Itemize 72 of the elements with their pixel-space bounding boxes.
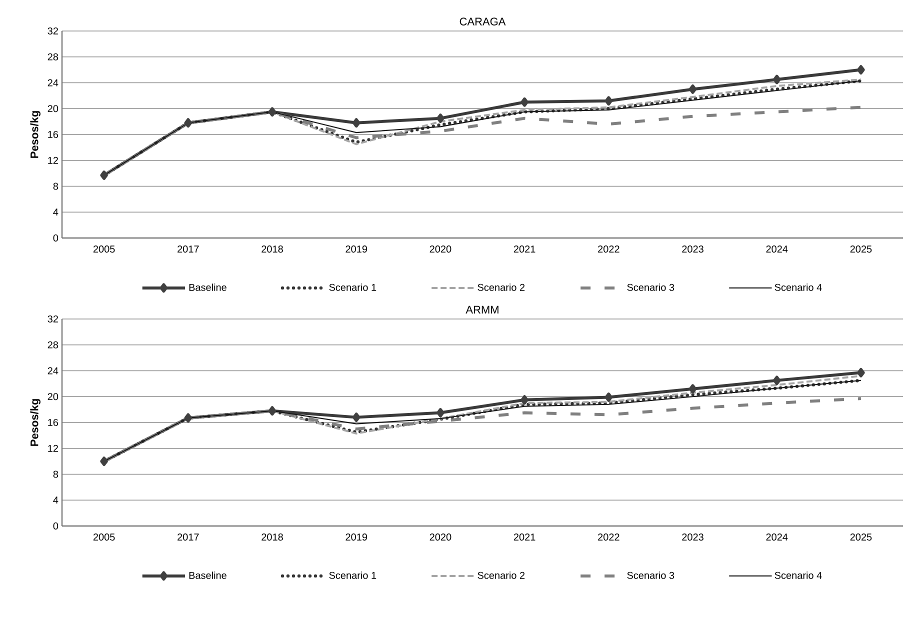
x-tick-label: 2024 [766,534,788,541]
legend-label: Scenario 3 [627,284,674,291]
point [688,384,697,394]
point [772,376,781,386]
y-tick-label: 4 [53,496,58,504]
y-tick-label: 8 [53,470,58,478]
y-tick-label: 4 [53,208,58,216]
legend-label: Scenario 4 [774,572,822,579]
y-tick-label: 0 [53,522,58,530]
y-tick-label: 0 [53,234,58,242]
point [436,408,444,418]
y-tick-label: 12 [48,444,58,452]
x-tick-label: 2020 [430,534,452,541]
chart-title: ARMM [466,306,498,314]
chart-title: CARAGA [460,18,506,26]
point [604,392,613,402]
x-tick-label: 2018 [262,534,283,541]
y-tick-label: 32 [48,315,58,323]
legend-label: Scenario 1 [329,572,376,579]
y-tick-label: 12 [48,156,58,164]
legend-label: Scenario 1 [329,284,376,291]
x-tick-label: 2019 [346,246,368,253]
x-tick-label: 2017 [178,534,199,541]
y-tick-label: 8 [53,182,58,190]
x-tick-label: 2017 [178,246,199,253]
x-tick-label: 2023 [682,534,704,541]
x-tick-label: 2021 [514,246,536,253]
legend-label: Baseline [189,572,226,579]
x-tick-label: 2025 [850,534,872,541]
point [352,118,360,128]
x-tick-label: 2021 [514,534,536,541]
x-tick-label: 2022 [598,246,620,253]
x-tick-label: 2018 [262,246,283,253]
point [436,114,444,124]
point [100,456,108,466]
point [857,368,865,378]
point [604,96,613,106]
point [520,97,528,107]
x-tick-label: 2020 [430,246,452,253]
y-tick-label: 16 [48,130,58,138]
point [100,170,108,180]
legend-label: Baseline [189,284,226,291]
x-tick-label: 2022 [598,534,620,541]
y-tick-label: 16 [48,418,58,426]
y-axis-title: Pesos/kg [30,399,40,446]
y-tick-label: 32 [48,27,58,35]
point [184,118,192,128]
x-tick-label: 2005 [93,534,115,541]
y-axis-title: Pesos/kg [30,111,40,158]
legend-label: Scenario 3 [627,572,674,579]
point [857,65,865,74]
y-tick-label: 20 [48,105,58,112]
x-tick-label: 2025 [850,246,872,253]
x-tick-label: 2019 [346,534,368,541]
point [268,406,276,416]
legend-label: Scenario 2 [478,572,525,579]
point [268,107,276,117]
legend-label: Scenario 4 [774,284,822,291]
y-tick-label: 28 [48,341,58,348]
legend-label: Scenario 2 [478,284,525,291]
x-tick-label: 2023 [682,246,704,253]
y-tick-label: 20 [48,393,58,400]
point [520,395,528,405]
point [184,413,192,423]
y-tick-label: 24 [48,367,58,374]
x-tick-label: 2005 [93,246,115,253]
y-tick-label: 28 [48,53,58,60]
point [772,74,781,84]
y-tick-label: 24 [48,79,58,86]
x-tick-label: 2024 [766,246,788,253]
point [352,412,360,422]
point [688,84,697,94]
